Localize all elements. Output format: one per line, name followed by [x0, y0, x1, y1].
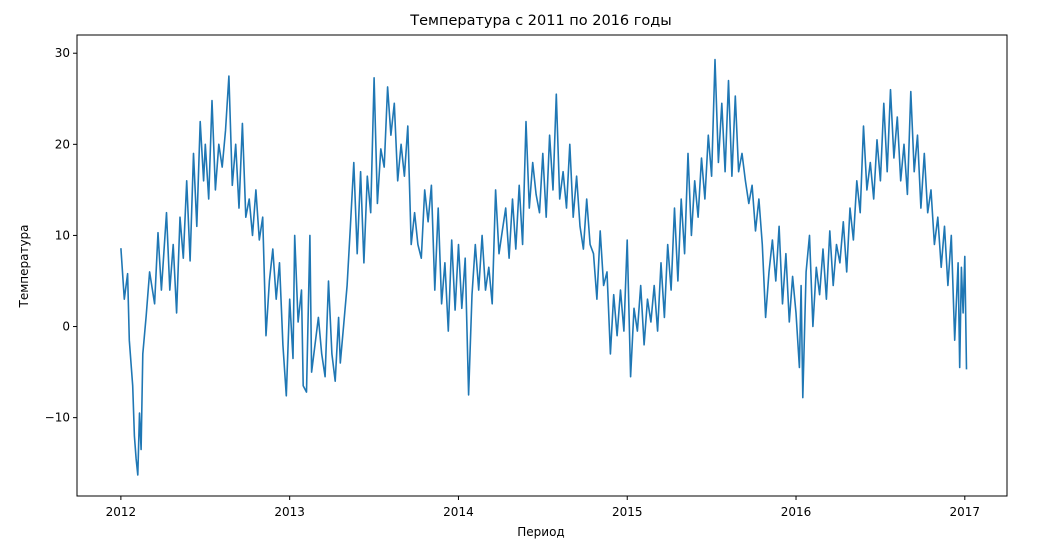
plot-frame	[76, 34, 1008, 497]
series-line-0	[120, 58, 968, 476]
plot-area	[76, 34, 1008, 497]
x-axis-label: Период	[517, 525, 564, 539]
y-tick-label: 10	[55, 228, 70, 242]
chart-title: Температура с 2011 по 2016 годы	[409, 13, 671, 29]
y-tick-label: 20	[55, 137, 70, 151]
x-tick-label: 2015	[612, 505, 643, 519]
x-axis: 2012 2013 2014 2015 2016 2017	[106, 496, 980, 519]
y-axis: 30 20 10 0 −10	[45, 46, 77, 425]
x-tick-label: 2013	[274, 505, 305, 519]
x-tick-label: 2014	[443, 505, 474, 519]
x-tick-label: 2017	[950, 505, 981, 519]
x-tick-label: 2012	[106, 505, 137, 519]
y-tick-label: 0	[62, 320, 70, 334]
y-tick-label: 30	[55, 46, 70, 60]
y-tick-label: −10	[45, 411, 70, 425]
x-tick-label: 2016	[781, 505, 812, 519]
y-axis-label: Температура	[17, 224, 31, 308]
